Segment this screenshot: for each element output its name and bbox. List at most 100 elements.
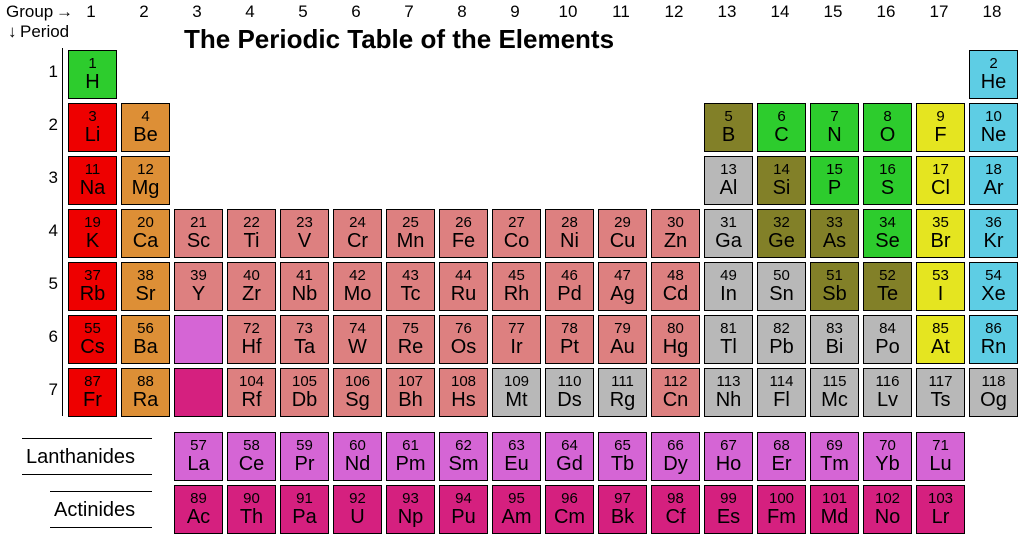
atomic-number: 23 (296, 215, 313, 231)
atomic-number: 8 (883, 109, 891, 125)
atomic-number: 48 (667, 268, 684, 284)
element-symbol: Na (80, 178, 106, 199)
element-cell-placeholder (174, 368, 223, 417)
atomic-number: 68 (773, 438, 790, 454)
atomic-number: 16 (879, 162, 896, 178)
page-title: The Periodic Table of the Elements (184, 24, 614, 55)
atomic-number: 37 (84, 268, 101, 284)
element-symbol: Sb (822, 284, 846, 305)
element-symbol: Sn (769, 284, 793, 305)
element-cell-Fl: 114Fl (757, 368, 806, 417)
element-symbol: Dy (663, 454, 687, 475)
actinides-line-top (50, 491, 152, 492)
element-cell-O: 8O (863, 103, 912, 152)
element-symbol: Fr (83, 390, 102, 411)
element-cell-Au: 79Au (598, 315, 647, 364)
lanthanides-line-bottom (22, 474, 152, 475)
atomic-number: 6 (777, 109, 785, 125)
atomic-number: 105 (292, 374, 317, 390)
atomic-number: 18 (985, 162, 1002, 178)
element-symbol: Db (292, 390, 318, 411)
element-symbol: K (86, 231, 99, 252)
element-symbol: N (827, 125, 841, 146)
element-symbol: Ga (715, 231, 742, 252)
lanthanides-label: Lanthanides (26, 446, 135, 469)
group-number: 14 (755, 2, 805, 22)
element-cell-Ti: 22Ti (227, 209, 276, 258)
element-symbol: Lv (877, 390, 898, 411)
element-symbol: Hs (451, 390, 475, 411)
atomic-number: 110 (558, 374, 582, 390)
element-cell-Pr: 59Pr (280, 432, 329, 481)
element-cell-Ru: 44Ru (439, 262, 488, 311)
group-number: 15 (808, 2, 858, 22)
element-symbol: Fm (767, 507, 796, 528)
element-cell-Np: 93Np (386, 485, 435, 534)
atomic-number: 97 (614, 491, 631, 507)
element-cell-P: 15P (810, 156, 859, 205)
element-cell-Sg: 106Sg (333, 368, 382, 417)
element-cell-Po: 84Po (863, 315, 912, 364)
atomic-number: 47 (614, 268, 631, 284)
element-symbol: Es (717, 507, 740, 528)
element-cell-Mn: 25Mn (386, 209, 435, 258)
atomic-number: 87 (84, 374, 101, 390)
atomic-number: 56 (137, 321, 154, 337)
element-symbol: Ti (244, 231, 260, 252)
atomic-number: 53 (932, 268, 949, 284)
element-symbol: Y (192, 284, 205, 305)
element-cell-F: 9F (916, 103, 965, 152)
atomic-number: 63 (508, 438, 525, 454)
atomic-number: 100 (769, 491, 794, 507)
element-cell-Al: 13Al (704, 156, 753, 205)
element-symbol: Cd (663, 284, 689, 305)
element-symbol: Ba (133, 337, 157, 358)
element-cell-W: 74W (333, 315, 382, 364)
element-symbol: Xe (981, 284, 1005, 305)
atomic-number: 20 (137, 215, 154, 231)
period-number: 7 (38, 380, 58, 400)
element-symbol: Bh (398, 390, 422, 411)
atomic-number: 118 (982, 374, 1006, 390)
element-cell-Hf: 72Hf (227, 315, 276, 364)
element-cell-Cr: 24Cr (333, 209, 382, 258)
element-symbol: Gd (556, 454, 583, 475)
element-symbol: Li (85, 125, 101, 146)
element-cell-At: 85At (916, 315, 965, 364)
element-cell-Cu: 29Cu (598, 209, 647, 258)
atomic-number: 98 (667, 491, 684, 507)
atomic-number: 72 (243, 321, 260, 337)
atomic-number: 50 (773, 268, 790, 284)
element-cell-Fe: 26Fe (439, 209, 488, 258)
atomic-number: 42 (349, 268, 366, 284)
element-cell-Db: 105Db (280, 368, 329, 417)
element-cell-Nb: 41Nb (280, 262, 329, 311)
element-cell-Mg: 12Mg (121, 156, 170, 205)
element-cell-K: 19K (68, 209, 117, 258)
element-cell-Tb: 65Tb (598, 432, 647, 481)
element-cell-Li: 3Li (68, 103, 117, 152)
element-symbol: Am (502, 507, 532, 528)
element-symbol: Sm (449, 454, 479, 475)
element-symbol: He (981, 72, 1007, 93)
element-symbol: Ra (133, 390, 159, 411)
element-cell-Mc: 115Mc (810, 368, 859, 417)
element-symbol: Rh (504, 284, 530, 305)
element-symbol: Ds (557, 390, 581, 411)
element-cell-Yb: 70Yb (863, 432, 912, 481)
atomic-number: 57 (190, 438, 207, 454)
group-number: 17 (914, 2, 964, 22)
element-cell-V: 23V (280, 209, 329, 258)
element-symbol: P (828, 178, 841, 199)
atomic-number: 85 (932, 321, 949, 337)
element-cell-He: 2He (969, 50, 1018, 99)
atomic-number: 54 (985, 268, 1002, 284)
group-number: 5 (278, 2, 328, 22)
element-symbol: Og (980, 390, 1007, 411)
element-cell-Xe: 54Xe (969, 262, 1018, 311)
atomic-number: 45 (508, 268, 525, 284)
atomic-number: 75 (402, 321, 419, 337)
atomic-number: 51 (826, 268, 843, 284)
element-cell-Te: 52Te (863, 262, 912, 311)
element-symbol: Cl (931, 178, 950, 199)
